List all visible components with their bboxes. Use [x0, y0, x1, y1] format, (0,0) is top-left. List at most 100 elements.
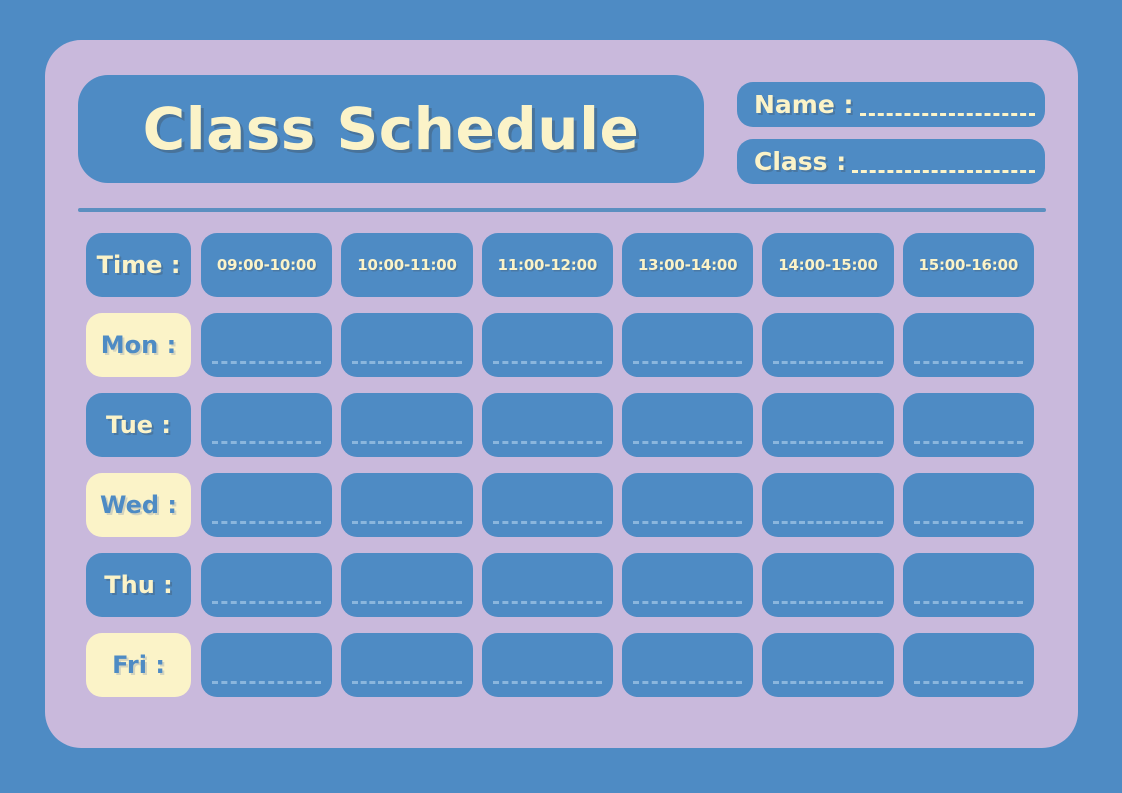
entry-list-fri	[201, 633, 1034, 697]
day-label: Fri :	[112, 651, 165, 679]
schedule-entry[interactable]	[201, 393, 333, 457]
entry-write-line	[632, 681, 743, 684]
entry-list-tue	[201, 393, 1034, 457]
schedule-entry[interactable]	[621, 473, 754, 537]
schedule-entry[interactable]	[762, 553, 894, 617]
entry-list-wed	[201, 473, 1034, 537]
name-field[interactable]: Name :	[737, 82, 1045, 127]
schedule-entry[interactable]	[341, 633, 473, 697]
day-label-cell-thu: Thu :	[86, 553, 191, 617]
entry-write-line	[913, 441, 1023, 444]
schedule-row-fri: Fri :	[86, 633, 1034, 697]
entry-write-line	[632, 521, 743, 524]
entry-write-line	[773, 361, 883, 364]
time-header-cell: Time :	[86, 233, 191, 297]
entry-write-line	[913, 521, 1023, 524]
time-slot-chip: 15:00-16:00	[902, 233, 1034, 297]
schedule-entry[interactable]	[621, 633, 754, 697]
schedule-entry[interactable]	[621, 313, 754, 377]
schedule-row-mon: Mon :	[86, 313, 1034, 377]
header: Class Schedule Name : Class :	[78, 75, 1045, 200]
class-field-write-line[interactable]	[852, 170, 1035, 173]
entry-list-mon	[201, 313, 1034, 377]
schedule-entry[interactable]	[341, 313, 473, 377]
day-label-cell-fri: Fri :	[86, 633, 191, 697]
schedule-entry[interactable]	[201, 553, 333, 617]
entry-write-line	[352, 361, 462, 364]
entry-write-line	[773, 521, 883, 524]
entry-write-line	[773, 681, 883, 684]
day-label-cell-mon: Mon :	[86, 313, 191, 377]
meta-fields: Name : Class :	[737, 82, 1045, 196]
time-slot-chip: 09:00-10:00	[201, 233, 333, 297]
name-field-label: Name :	[754, 90, 854, 119]
entry-write-line	[352, 681, 462, 684]
class-field-label: Class :	[754, 147, 847, 176]
entry-write-line	[773, 601, 883, 604]
schedule-entry[interactable]	[762, 473, 894, 537]
time-slot-label: 15:00-16:00	[918, 256, 1019, 274]
entry-list-thu	[201, 553, 1034, 617]
schedule-entry[interactable]	[902, 393, 1034, 457]
time-header-label: Time :	[96, 251, 181, 279]
schedule-entry[interactable]	[621, 393, 754, 457]
entry-write-line	[212, 441, 322, 444]
time-slot-chip: 13:00-14:00	[621, 233, 754, 297]
schedule-card: Class Schedule Name : Class : Time : 09:…	[45, 40, 1078, 748]
time-slot-chip: 11:00-12:00	[481, 233, 613, 297]
schedule-entry[interactable]	[341, 473, 473, 537]
header-divider	[78, 208, 1046, 212]
time-slot-label: 13:00-14:00	[637, 256, 738, 274]
schedule-entry[interactable]	[481, 553, 613, 617]
entry-write-line	[913, 361, 1023, 364]
schedule-entry[interactable]	[762, 393, 894, 457]
schedule-entry[interactable]	[902, 473, 1034, 537]
entry-write-line	[632, 361, 743, 364]
entry-write-line	[352, 601, 462, 604]
entry-write-line	[212, 681, 322, 684]
schedule-entry[interactable]	[762, 633, 894, 697]
class-field[interactable]: Class :	[737, 139, 1045, 184]
schedule-entry[interactable]	[481, 633, 613, 697]
schedule-entry[interactable]	[902, 553, 1034, 617]
schedule-entry[interactable]	[481, 473, 613, 537]
entry-write-line	[913, 601, 1023, 604]
time-slot-label: 14:00-15:00	[778, 256, 878, 274]
schedule-entry[interactable]	[341, 393, 473, 457]
title-banner: Class Schedule	[78, 75, 704, 183]
day-label: Wed :	[99, 491, 178, 519]
entry-write-line	[212, 601, 322, 604]
schedule-entry[interactable]	[201, 473, 333, 537]
time-slot-label: 09:00-10:00	[216, 256, 317, 274]
schedule-entry[interactable]	[201, 633, 333, 697]
entry-write-line	[913, 681, 1023, 684]
schedule-entry[interactable]	[481, 313, 613, 377]
day-label: Thu :	[104, 571, 173, 599]
schedule-entry[interactable]	[481, 393, 613, 457]
time-header-row: Time : 09:00-10:00 10:00-11:00 11:00-12:…	[86, 233, 1034, 297]
schedule-row-wed: Wed :	[86, 473, 1034, 537]
day-label: Tue :	[105, 411, 172, 439]
entry-write-line	[492, 601, 602, 604]
day-label-cell-wed: Wed :	[86, 473, 191, 537]
schedule-entry[interactable]	[762, 313, 894, 377]
name-field-write-line[interactable]	[859, 113, 1035, 116]
time-slot-chip: 14:00-15:00	[762, 233, 894, 297]
schedule-entry[interactable]	[902, 313, 1034, 377]
schedule-entry[interactable]	[201, 313, 333, 377]
entry-write-line	[492, 361, 602, 364]
entry-write-line	[492, 681, 602, 684]
time-slot-list: 09:00-10:00 10:00-11:00 11:00-12:00 13:0…	[201, 233, 1034, 297]
schedule-entry[interactable]	[341, 553, 473, 617]
entry-write-line	[352, 521, 462, 524]
schedule-entry[interactable]	[621, 553, 754, 617]
page-title: Class Schedule	[142, 95, 640, 163]
entry-write-line	[773, 441, 883, 444]
entry-write-line	[352, 441, 462, 444]
time-slot-chip: 10:00-11:00	[341, 233, 473, 297]
entry-write-line	[492, 521, 602, 524]
day-label-cell-tue: Tue :	[86, 393, 191, 457]
schedule-entry[interactable]	[902, 633, 1034, 697]
schedule-grid: Time : 09:00-10:00 10:00-11:00 11:00-12:…	[86, 233, 1034, 697]
schedule-row-thu: Thu :	[86, 553, 1034, 617]
